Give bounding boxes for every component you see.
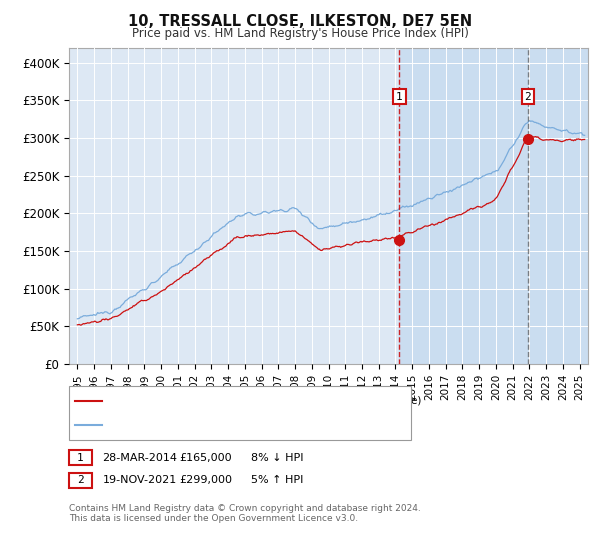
- Text: Contains HM Land Registry data © Crown copyright and database right 2024.
This d: Contains HM Land Registry data © Crown c…: [69, 504, 421, 524]
- Text: 19-NOV-2021: 19-NOV-2021: [103, 475, 177, 486]
- Text: 10, TRESSALL CLOSE, ILKESTON, DE7 5EN: 10, TRESSALL CLOSE, ILKESTON, DE7 5EN: [128, 14, 472, 29]
- Text: £165,000: £165,000: [179, 452, 232, 463]
- Text: 2: 2: [77, 475, 84, 486]
- Text: 2: 2: [524, 92, 531, 101]
- Text: 5% ↑ HPI: 5% ↑ HPI: [251, 475, 303, 486]
- Text: 1: 1: [396, 92, 403, 101]
- Text: HPI: Average price, detached house, Erewash: HPI: Average price, detached house, Erew…: [108, 420, 345, 430]
- Text: 10, TRESSALL CLOSE, ILKESTON, DE7 5EN (detached house): 10, TRESSALL CLOSE, ILKESTON, DE7 5EN (d…: [108, 396, 421, 406]
- Text: 8% ↓ HPI: 8% ↓ HPI: [251, 452, 304, 463]
- Text: 28-MAR-2014: 28-MAR-2014: [103, 452, 178, 463]
- Bar: [400, 48, 588, 364]
- Text: £299,000: £299,000: [179, 475, 232, 486]
- Text: Price paid vs. HM Land Registry's House Price Index (HPI): Price paid vs. HM Land Registry's House …: [131, 27, 469, 40]
- Text: 1: 1: [77, 452, 84, 463]
